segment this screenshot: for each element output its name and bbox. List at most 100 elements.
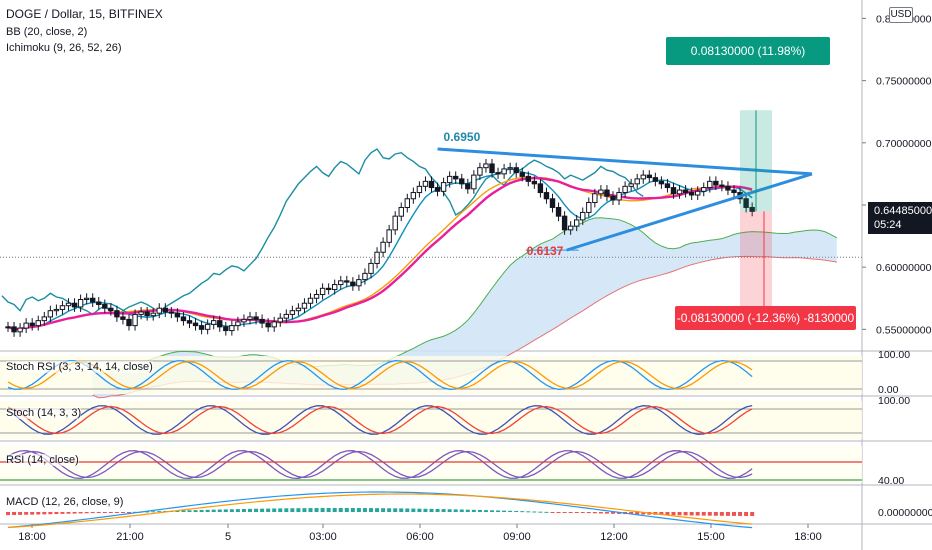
macd-bar (362, 508, 367, 512)
candle-body (404, 198, 411, 208)
macd-bar (732, 512, 736, 516)
macd-bar (175, 510, 180, 512)
macd-bar (483, 510, 488, 512)
candle-body (96, 301, 102, 305)
target-profit-box[interactable]: 0.08130000 (11.98%) 8130000 (666, 37, 830, 86)
macd-bar (278, 508, 283, 512)
macd-bar (568, 512, 573, 513)
macd-bar (671, 512, 676, 516)
symbol-title[interactable]: DOGE / Dollar, 15, BITFINEX (6, 7, 163, 21)
candle-body (223, 326, 229, 332)
macd-bar (266, 508, 271, 512)
candle-body (47, 310, 54, 318)
macd-bar (659, 512, 664, 515)
candle-body (289, 310, 296, 315)
candle-body (719, 184, 725, 187)
candle-body (386, 229, 392, 243)
candle-body (350, 281, 356, 287)
candle-body (217, 320, 223, 328)
macd-bar (320, 508, 325, 512)
stoch-rsi-tick: 0.00 (878, 384, 899, 396)
macd-bar (127, 512, 131, 513)
candle-body (688, 192, 695, 196)
candle-body (162, 307, 169, 313)
candle-body (362, 272, 368, 281)
candle-body (301, 302, 308, 309)
current-price-box: 0.64485000 05:24 (868, 202, 932, 234)
macd-bar (683, 512, 688, 516)
candle-body (295, 307, 302, 312)
candle-body (186, 320, 193, 324)
stoch-rsi-legend[interactable]: Stoch RSI (3, 3, 14, 14, close) (6, 361, 153, 373)
candle-body (380, 241, 386, 253)
candle-body (277, 317, 283, 323)
candle-body (446, 175, 453, 184)
candle-body (531, 180, 538, 185)
macd-bar (508, 510, 513, 512)
candle-body (53, 308, 60, 312)
macd-bar (725, 512, 730, 516)
macd-bar (592, 512, 597, 514)
macd-bar (187, 510, 192, 512)
macd-bar (417, 508, 422, 512)
macd-bar (114, 512, 119, 513)
macd-line (7, 491, 753, 529)
macd-bar (157, 511, 162, 513)
currency-badge[interactable]: USD (889, 7, 913, 23)
candle-body (410, 192, 417, 200)
macd-bar (302, 508, 307, 512)
low-annotation: 0.6137 (527, 244, 564, 258)
ichimoku-cloud (92, 217, 837, 398)
macd-bar (629, 512, 634, 515)
stoch-rsi-line-d (7, 360, 753, 390)
macd-bar (356, 508, 361, 512)
macd-bar (12, 512, 17, 516)
macd-signal-line (7, 493, 753, 529)
macd-bar (205, 509, 210, 512)
macd-bar (30, 512, 35, 515)
macd-bar (6, 512, 10, 516)
stop-loss-box[interactable]: -0.08130000 (-12.36%) -8130000 (675, 306, 856, 330)
macd-bar (84, 512, 89, 514)
macd-bar (290, 508, 295, 512)
macd-bar (248, 508, 252, 512)
ichimoku-legend[interactable]: Ichimoku (9, 26, 52, 26) (6, 42, 122, 54)
macd-bar (538, 511, 543, 513)
candle-body (477, 167, 483, 176)
macd-bar (665, 512, 670, 516)
macd-bar (514, 510, 519, 512)
candle-body (495, 172, 501, 175)
rsi-legend[interactable]: RSI (14, close) (6, 454, 79, 466)
macd-bar (502, 510, 507, 512)
tenkan-line (7, 168, 753, 331)
candle-body (434, 187, 441, 192)
bb-legend[interactable]: BB (20, close, 2) (6, 26, 88, 38)
macd-bar (66, 512, 71, 514)
macd-bar (332, 508, 337, 512)
candle-body (646, 174, 652, 179)
macd-bar (387, 508, 392, 512)
candle-body (235, 321, 241, 327)
candle-body (422, 180, 429, 187)
high-annotation: 0.6950 (444, 130, 481, 144)
candle-body (440, 182, 447, 192)
macd-bar (314, 508, 319, 512)
macd-bar (701, 512, 706, 516)
candle-body (338, 280, 344, 286)
candle-body (138, 311, 144, 315)
macd-bar (574, 512, 579, 513)
macd-bar (199, 509, 204, 512)
candle-body (77, 298, 84, 308)
candle-body (398, 206, 404, 217)
candle-body (59, 305, 66, 310)
macd-bar (562, 512, 567, 513)
macd-bar (719, 512, 724, 516)
macd-legend[interactable]: MACD (12, 26, close, 9) (6, 496, 124, 508)
candle-body (35, 320, 41, 327)
macd-bar (695, 512, 700, 516)
price-tick-label: 0.60000000 (876, 262, 932, 274)
candle-body (507, 167, 513, 170)
stoch-legend[interactable]: Stoch (14, 3, 3) (6, 407, 82, 419)
macd-bar (586, 512, 591, 514)
